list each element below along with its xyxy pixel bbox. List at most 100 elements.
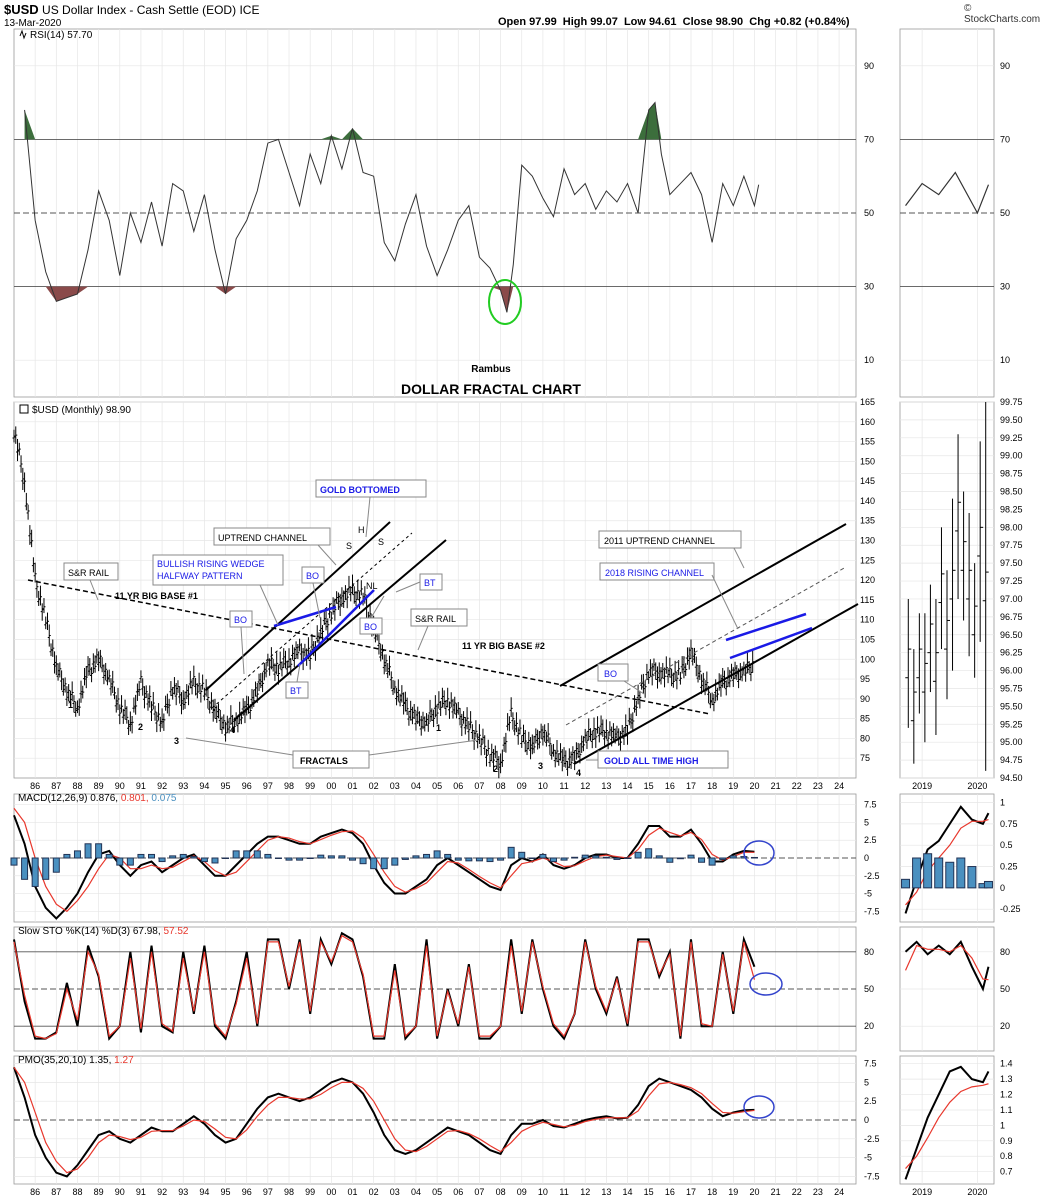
x-tick-label-bottom: 23 xyxy=(813,1187,823,1197)
price-y-tick-label: 130 xyxy=(860,536,875,546)
zoom-price-y-tick-label: 99.75 xyxy=(1000,397,1023,407)
h-label: H xyxy=(358,525,365,535)
zoom-price-y-tick-label: 95.25 xyxy=(1000,719,1023,729)
price-y-tick-label: 140 xyxy=(860,496,875,506)
x-tick-label: 99 xyxy=(305,781,315,791)
histogram-bar xyxy=(317,854,325,859)
ind-y-tick-label: -5 xyxy=(864,889,872,899)
ticker-symbol: $USD xyxy=(4,2,39,17)
histogram-bar xyxy=(676,857,684,860)
x-tick-label: 09 xyxy=(517,781,527,791)
x-tick-label: 93 xyxy=(178,781,188,791)
histogram-bar xyxy=(719,857,727,860)
x-tick-label: 24 xyxy=(834,781,844,791)
price-y-tick-label: 150 xyxy=(860,456,875,466)
x-tick-label: 05 xyxy=(432,781,442,791)
x-tick-label-bottom: 11 xyxy=(559,1187,568,1197)
bo-label-2: BO xyxy=(306,571,319,581)
zoom-ind-y-tick-label: 1.3 xyxy=(1000,1074,1013,1084)
zoom-price-y-tick-label: 97.75 xyxy=(1000,540,1023,550)
resistance-line-big-base xyxy=(27,579,711,715)
zoom-ind-y-tick-label: -0.25 xyxy=(1000,904,1021,914)
zoom-ind-y-tick-label: 1.2 xyxy=(1000,1090,1013,1100)
pmo-blue-circle xyxy=(743,1095,775,1119)
histogram-bar xyxy=(338,855,346,859)
uptrend-channel-label: UPTREND CHANNEL xyxy=(218,533,307,543)
macd-blue-circle xyxy=(743,840,775,866)
price-y-tick-label: 95 xyxy=(860,674,870,684)
zoom-y-tick-label: 90 xyxy=(1000,61,1010,71)
histogram-bar xyxy=(200,857,208,863)
fractals-label: FRACTALS xyxy=(300,756,348,766)
y-tick-label: 10 xyxy=(864,355,874,365)
x-tick-label: 96 xyxy=(242,781,252,791)
histogram-bar xyxy=(348,857,356,861)
x-tick-label: 94 xyxy=(199,781,209,791)
header-ohlc: Open 97.99 High 99.07 Low 94.61 Close 98… xyxy=(498,16,850,28)
bt-label-1: BT xyxy=(424,578,436,588)
histogram-bar xyxy=(465,857,473,862)
zoom-price-y-tick-label: 98.25 xyxy=(1000,504,1023,514)
fractals-box xyxy=(292,750,370,769)
histogram-bar xyxy=(21,857,29,880)
x-tick-label-bottom: 13 xyxy=(601,1187,611,1197)
x-tick-label: 97 xyxy=(263,781,273,791)
histogram-bar xyxy=(613,857,621,860)
histogram-bar xyxy=(497,857,505,861)
sto-title: Slow STO %K(14) %D(3) 67.98, 57.52 xyxy=(18,926,189,937)
ind-y-tick-label: -5 xyxy=(864,1153,872,1163)
histogram-bar xyxy=(708,857,716,866)
x-tick-label-bottom: 98 xyxy=(284,1187,294,1197)
zoom-frame-macd xyxy=(899,793,995,923)
price-title-group: $USD (Monthly) 98.90 xyxy=(19,404,131,416)
fractal-num-2b: 2 xyxy=(493,764,498,774)
ind-y-tick-label: -2.5 xyxy=(864,871,880,881)
x-tick-label-bottom: 15 xyxy=(644,1187,654,1197)
zoom-histogram-bar xyxy=(983,880,993,889)
x-tick-label: 14 xyxy=(623,781,633,791)
ind-y-tick-label: 7.5 xyxy=(864,1059,877,1069)
zoom-histogram-bar xyxy=(912,857,922,889)
zoom-histogram-bar xyxy=(923,853,933,889)
fractal-title: DOLLAR FRACTAL CHART xyxy=(401,381,581,397)
x-tick-label: 04 xyxy=(411,781,421,791)
zoom-ind-y-tick-label: 1.4 xyxy=(1000,1059,1013,1069)
price-title: $USD (Monthly) 98.90 xyxy=(32,405,131,416)
zoom-price-y-tick-label: 97.00 xyxy=(1000,594,1023,604)
ind-y-tick-label: 20 xyxy=(864,1021,874,1031)
channel-upper-2011 xyxy=(559,523,847,687)
histogram-bar xyxy=(232,850,240,859)
zoom-x-tick-label-bottom: 2019 xyxy=(912,1187,932,1197)
fractal-num-4a: 4 xyxy=(230,725,235,735)
histogram-bar xyxy=(539,853,547,859)
histogram-bar xyxy=(105,853,113,859)
ind-y-tick-label: -7.5 xyxy=(864,1171,880,1181)
x-tick-label-bottom: 08 xyxy=(496,1187,506,1197)
zoom-price-y-tick-label: 96.25 xyxy=(1000,648,1023,658)
price-y-tick-label: 100 xyxy=(860,654,875,664)
x-tick-label: 00 xyxy=(326,781,336,791)
zoom-y-tick-label: 70 xyxy=(1000,134,1010,144)
x-tick-label: 17 xyxy=(686,781,696,791)
series-pmo xyxy=(13,1066,755,1178)
price-legend-swatch xyxy=(19,404,29,414)
x-tick-label: 07 xyxy=(474,781,484,791)
x-tick-label-bottom: 09 xyxy=(517,1187,527,1197)
price-y-tick-label: 160 xyxy=(860,417,875,427)
x-tick-label: 06 xyxy=(453,781,463,791)
histogram-bar xyxy=(84,843,92,859)
x-tick-label: 90 xyxy=(115,781,125,791)
zoom-ind-y-tick-label: 0.9 xyxy=(1000,1136,1013,1146)
ind-y-tick-label: 0 xyxy=(864,1115,869,1125)
zoom-ind-y-tick-label: 50 xyxy=(1000,984,1010,994)
pmo-title-part: 1.27 xyxy=(114,1055,134,1066)
zoom-series-signal xyxy=(905,1083,989,1169)
histogram-bar xyxy=(222,857,230,859)
x-tick-label: 13 xyxy=(601,781,611,791)
x-tick-label-bottom: 00 xyxy=(326,1187,336,1197)
histogram-bar xyxy=(243,850,251,859)
rsi-zoom-line xyxy=(905,171,990,215)
histogram-bar xyxy=(444,853,452,859)
x-tick-label: 11 xyxy=(559,781,568,791)
